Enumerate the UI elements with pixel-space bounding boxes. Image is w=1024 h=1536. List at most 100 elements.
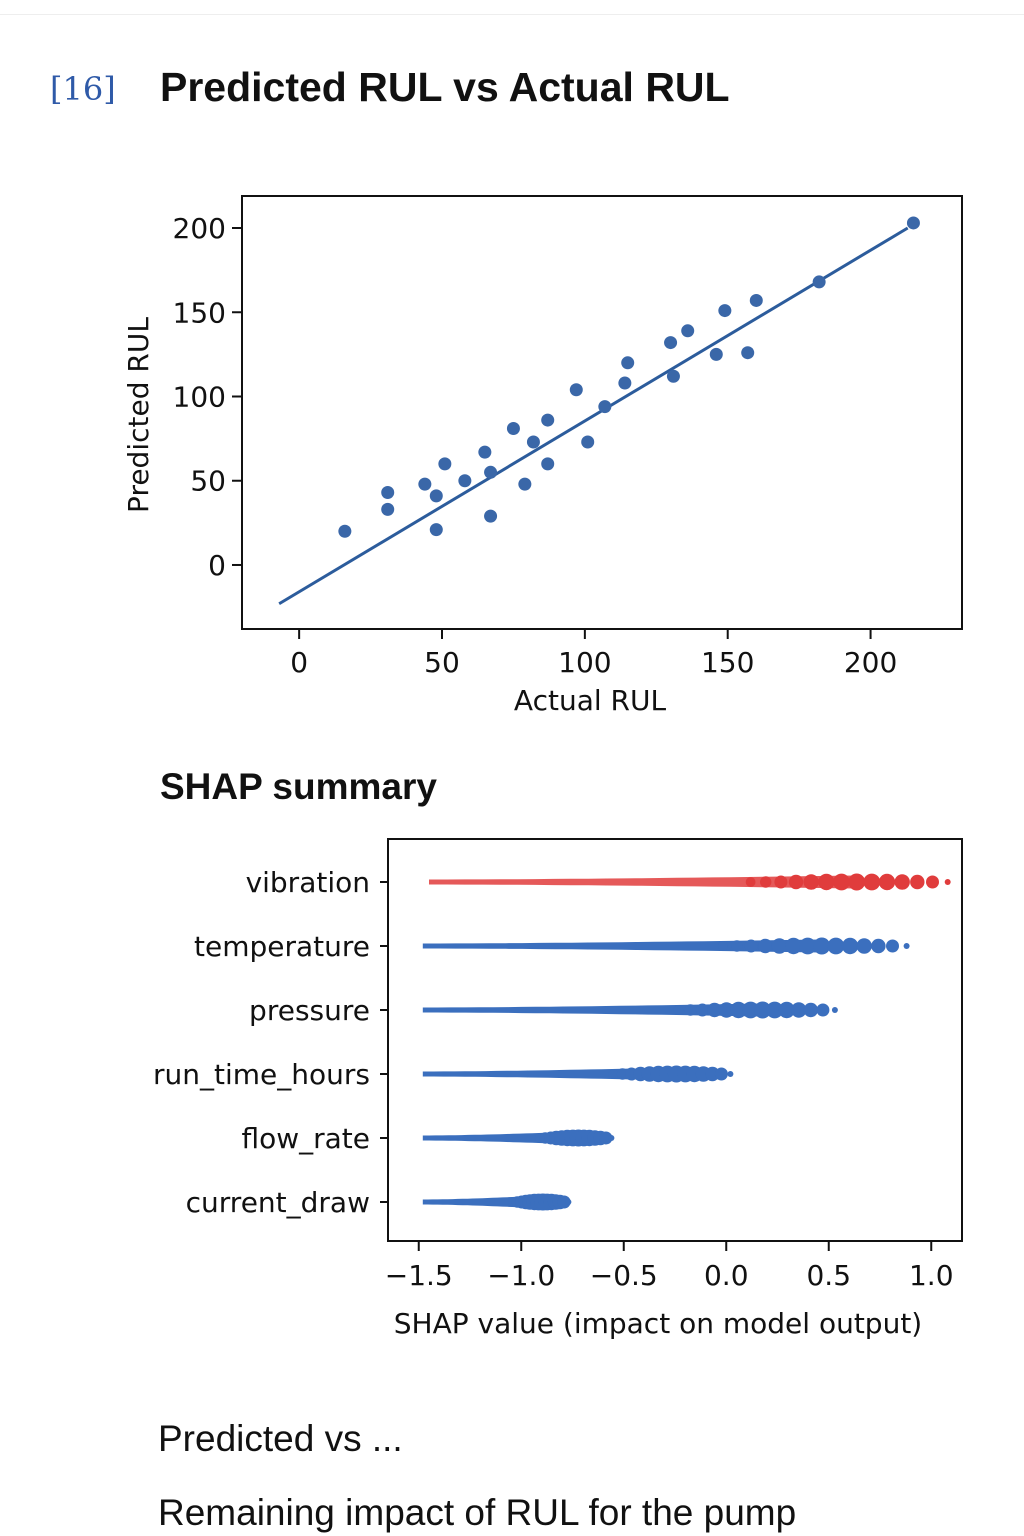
- shap-point: [799, 937, 817, 955]
- scatter-point: [741, 346, 755, 360]
- shap-point: [714, 1067, 728, 1081]
- y-tick-label: 200: [173, 212, 226, 245]
- scatter-point: [598, 400, 612, 414]
- y-tick-label: 0: [208, 549, 226, 582]
- shap-point: [856, 938, 872, 954]
- scatter-point: [429, 489, 443, 503]
- shap-point: [760, 876, 772, 888]
- feature-label: pressure: [249, 994, 370, 1027]
- y-axis-title: Predicted RUL: [122, 317, 155, 513]
- scatter-point: [526, 435, 540, 449]
- shap-point: [718, 1002, 735, 1018]
- scatter-y-axis: 0 50 100 150 200: [173, 212, 242, 582]
- shap-point: [774, 875, 788, 889]
- scatter-point: [484, 465, 498, 479]
- shap-point: [848, 873, 866, 891]
- feature-swarm-vibration: [429, 873, 951, 891]
- feature-label: temperature: [194, 930, 370, 963]
- shap-point: [758, 938, 773, 954]
- scatter-point: [478, 445, 492, 459]
- scatter-point: [458, 474, 472, 488]
- text-line-2: Remaining impact of RUL for the pump: [158, 1492, 797, 1533]
- shap-point: [684, 1004, 697, 1016]
- shap-point: [565, 1199, 572, 1205]
- shap-point: [886, 939, 899, 953]
- scatter-point: [541, 457, 555, 471]
- scatter-point: [418, 477, 432, 491]
- shap-point: [803, 874, 819, 890]
- shap-point: [788, 874, 804, 890]
- shap-point: [730, 1001, 747, 1019]
- shap-point: [910, 874, 925, 890]
- x-tick-label: 50: [424, 646, 460, 679]
- shap-point: [608, 1069, 619, 1079]
- shap-point: [816, 1003, 830, 1017]
- shap-point: [673, 1005, 684, 1015]
- scatter-point: [709, 347, 723, 361]
- top-divider: [0, 14, 1024, 15]
- shap-point: [791, 1002, 807, 1018]
- x-tick-label: −1.0: [487, 1259, 555, 1292]
- x-tick-label: −1.5: [385, 1259, 453, 1292]
- scatter-point: [429, 523, 443, 537]
- scatter-point: [666, 369, 680, 383]
- shap-point: [599, 1131, 613, 1145]
- scatter-point: [518, 477, 532, 491]
- shap-point: [742, 1001, 759, 1019]
- feature-swarm-current_draw: [422, 1193, 572, 1211]
- shap-point: [745, 877, 756, 887]
- shap-x-axis-title: SHAP value (impact on model output): [394, 1307, 922, 1340]
- shap-point: [827, 937, 845, 955]
- shap-point: [778, 1001, 795, 1019]
- y-tick-label: 50: [190, 465, 226, 498]
- page-title: Predicted RUL vs Actual RUL: [160, 64, 730, 110]
- shap-point: [813, 937, 831, 955]
- x-tick-label: 0: [290, 646, 308, 679]
- shap-point: [771, 938, 788, 954]
- text-line-1: Predicted vs ...: [158, 1418, 403, 1459]
- cell-execution-label: [16]: [50, 70, 116, 108]
- x-tick-label: −0.5: [590, 1259, 658, 1292]
- shap-point: [841, 937, 859, 955]
- shap-summary-chart: vibration temperature pressure run_time_hou…: [153, 838, 963, 1340]
- scatter-point: [541, 413, 555, 427]
- feature-label: flow_rate: [241, 1122, 370, 1155]
- shap-point: [878, 873, 896, 891]
- scatter-plot-frame: [241, 195, 963, 630]
- scatter-chart: 0 50 100 150 200 0 50 100 150 200 Actual RUL Pre…: [122, 195, 963, 717]
- feature-swarm-flow_rate: [422, 1129, 615, 1147]
- shap-point: [695, 1003, 709, 1017]
- shap-plot-frame: [387, 838, 963, 1242]
- scatter-point: [569, 383, 583, 397]
- shap-x-axis: −1.5 −1.0 −0.5 0.0 0.5 1.0: [385, 1241, 954, 1292]
- shap-point: [803, 1002, 818, 1018]
- shap-point: [754, 1001, 772, 1019]
- scatter-point: [681, 324, 695, 338]
- feature-label: run_time_hours: [153, 1058, 370, 1091]
- shap-point: [944, 879, 951, 885]
- scatter-point: [618, 376, 632, 390]
- scatter-point: [381, 486, 395, 500]
- feature-label: current_draw: [186, 1186, 370, 1219]
- scatter-point: [906, 216, 920, 230]
- feature-swarm-temperature: [422, 937, 910, 955]
- feature-swarm-run_time_hours: [422, 1065, 734, 1083]
- scatter-point: [484, 509, 498, 523]
- regression-fit-line: [278, 226, 909, 606]
- scatter-point: [381, 502, 395, 516]
- scatter-point: [506, 422, 520, 436]
- x-tick-label: 0.0: [704, 1259, 749, 1292]
- shap-point: [766, 1001, 784, 1019]
- shap-point: [926, 875, 939, 889]
- shap-point: [785, 937, 802, 955]
- shap-point: [871, 938, 886, 954]
- feature-label: vibration: [246, 866, 370, 899]
- x-axis-title: Actual RUL: [514, 684, 667, 717]
- scatter-x-axis: 0 50 100 150 200: [290, 629, 897, 679]
- shap-point: [863, 873, 881, 891]
- shap-point: [894, 874, 910, 890]
- shap-point: [903, 943, 910, 949]
- scatter-point: [438, 457, 452, 471]
- shap-point: [557, 1195, 571, 1209]
